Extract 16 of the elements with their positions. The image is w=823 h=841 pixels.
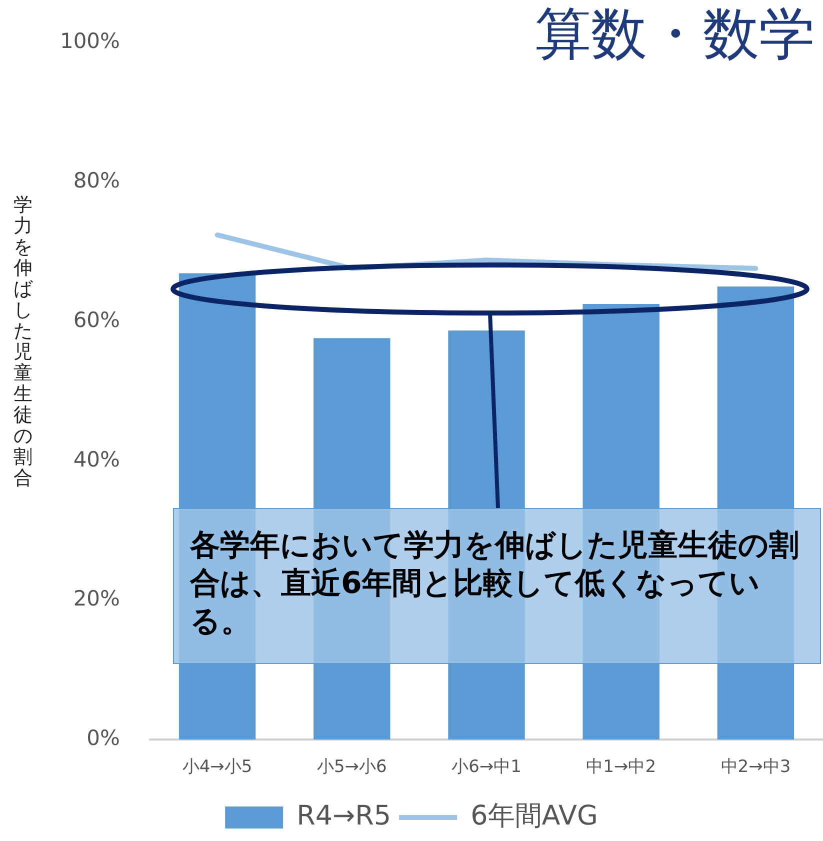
callout-box: 各学年において学力を伸ばした児童生徒の割合は、直近6年間と比較して低くなっている。: [173, 508, 821, 664]
legend-label: 6年間AVG: [470, 800, 598, 832]
x-tick-label: 中1→中2: [586, 757, 656, 778]
x-tick-label: 小6→中1: [452, 757, 522, 778]
y-tick-label: 60%: [73, 308, 120, 332]
x-tick-label: 小4→小5: [182, 757, 252, 778]
y-tick-label: 80%: [73, 168, 120, 192]
chart-title: 算数・数学: [535, 2, 815, 68]
y-tick-label: 100%: [60, 29, 120, 54]
legend-label: R4→R5: [296, 800, 392, 832]
text: 学力を伸ばした児童生徒の割合: [14, 194, 32, 489]
x-tick-label: 中2→中3: [720, 757, 791, 778]
y-tick-label: 40%: [73, 447, 120, 472]
x-tick-label: 小5→小6: [316, 757, 387, 778]
y-tick-label: 0%: [86, 726, 120, 750]
y-tick-label: 20%: [73, 586, 120, 611]
